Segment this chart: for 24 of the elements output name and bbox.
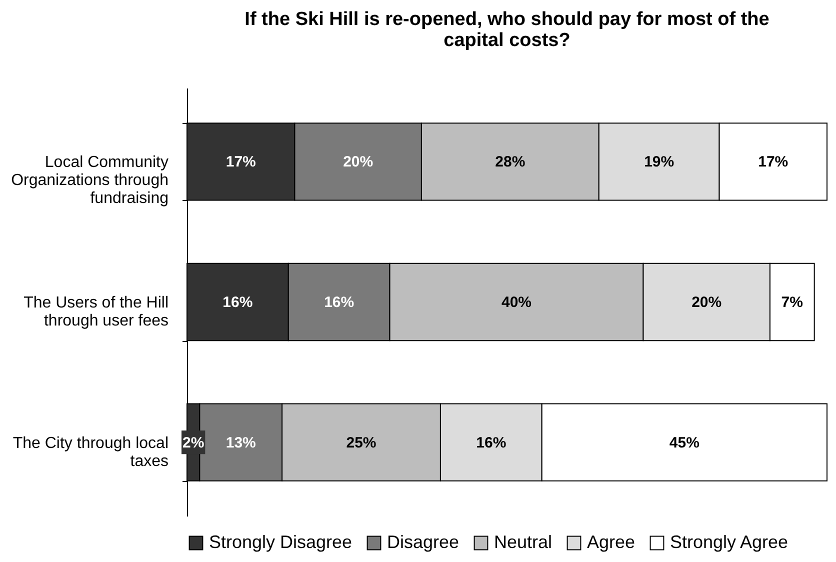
data-label: 16% [222,294,253,311]
legend-label: Strongly Agree [670,532,788,552]
data-label: 16% [324,294,354,311]
data-label: 45% [669,434,700,452]
data-label: 20% [692,294,722,311]
data-label: 2% [182,434,204,452]
data-label: 17% [758,154,788,171]
legend-label: Strongly Disagree [209,532,352,552]
data-label: 13% [226,434,256,452]
y-tick-label: The Users of the Hill through user fees [24,294,168,330]
legend-label: Neutral [494,532,552,552]
chart-title: If the Ski Hill is re-opened, who should pay for most of the capital costs? [244,9,770,51]
legend-label: Agree [587,532,636,552]
data-label: 19% [644,154,674,171]
data-label: 16% [476,434,506,452]
data-label: 40% [501,294,532,311]
data-label: 7% [781,294,803,311]
data-label: 25% [346,434,376,452]
data-label: 20% [343,154,374,171]
y-tick-label: The City through local taxes [12,434,168,470]
legend-label: Disagree [387,532,460,552]
y-tick-label: Local Community Organizations through fundraising [11,154,168,208]
data-label: 17% [226,154,256,171]
data-label: 28% [495,154,526,171]
